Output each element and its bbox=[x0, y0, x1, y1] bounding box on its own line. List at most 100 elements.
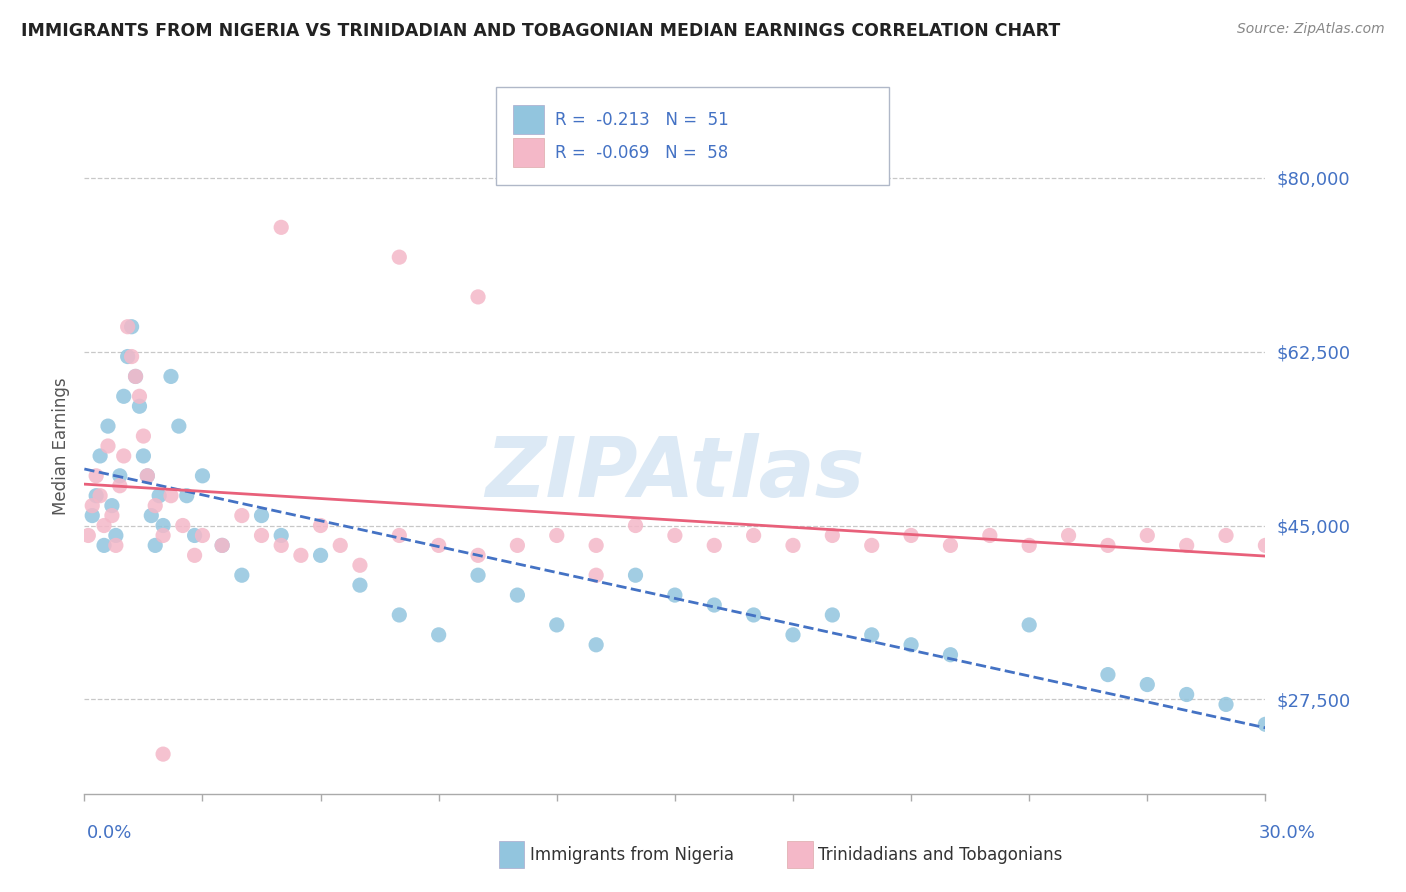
Point bbox=[128, 399, 150, 413]
Point bbox=[97, 439, 120, 453]
Point bbox=[939, 648, 962, 662]
Point bbox=[148, 489, 170, 503]
Point bbox=[108, 479, 131, 493]
Point bbox=[121, 319, 143, 334]
Point bbox=[742, 607, 765, 622]
Point bbox=[467, 549, 489, 563]
Point bbox=[782, 628, 804, 642]
Point bbox=[82, 508, 104, 523]
Point bbox=[211, 538, 233, 552]
Point bbox=[211, 538, 233, 552]
Point bbox=[1215, 698, 1237, 712]
Point bbox=[104, 538, 127, 552]
Point bbox=[101, 499, 124, 513]
Point bbox=[467, 568, 489, 582]
Point bbox=[703, 598, 725, 612]
Point bbox=[270, 220, 292, 235]
Point bbox=[624, 568, 647, 582]
Point bbox=[290, 549, 312, 563]
Point bbox=[93, 518, 115, 533]
Point bbox=[167, 419, 190, 434]
Text: 0.0%: 0.0% bbox=[87, 824, 132, 842]
Point bbox=[183, 528, 205, 542]
Point bbox=[860, 628, 883, 642]
Point bbox=[664, 588, 686, 602]
Point bbox=[506, 538, 529, 552]
Point bbox=[1175, 688, 1198, 702]
Point bbox=[152, 528, 174, 542]
Text: Immigrants from Nigeria: Immigrants from Nigeria bbox=[530, 846, 734, 863]
Point bbox=[136, 468, 159, 483]
Point bbox=[427, 628, 450, 642]
Point bbox=[742, 528, 765, 542]
Point bbox=[84, 489, 107, 503]
Point bbox=[585, 568, 607, 582]
Point bbox=[152, 747, 174, 761]
Point bbox=[191, 528, 214, 542]
Point bbox=[546, 618, 568, 632]
Point bbox=[143, 499, 166, 513]
Point bbox=[128, 389, 150, 403]
Point bbox=[89, 449, 111, 463]
Y-axis label: Median Earnings: Median Earnings bbox=[52, 377, 70, 515]
Point bbox=[84, 468, 107, 483]
Point bbox=[585, 638, 607, 652]
Point bbox=[1215, 528, 1237, 542]
Point bbox=[101, 508, 124, 523]
Point bbox=[1097, 538, 1119, 552]
Point bbox=[427, 538, 450, 552]
Point bbox=[467, 290, 489, 304]
Point bbox=[124, 369, 146, 384]
Point bbox=[270, 538, 292, 552]
Point bbox=[703, 538, 725, 552]
Point bbox=[172, 518, 194, 533]
Point bbox=[176, 489, 198, 503]
Point bbox=[112, 389, 135, 403]
Point bbox=[93, 538, 115, 552]
Point bbox=[97, 419, 120, 434]
Point bbox=[191, 468, 214, 483]
Point bbox=[117, 350, 139, 364]
Point bbox=[112, 449, 135, 463]
Point bbox=[143, 538, 166, 552]
Point bbox=[506, 588, 529, 602]
Point bbox=[349, 558, 371, 573]
Point bbox=[82, 499, 104, 513]
Point bbox=[183, 549, 205, 563]
Point bbox=[231, 568, 253, 582]
Point bbox=[900, 638, 922, 652]
Point bbox=[1018, 618, 1040, 632]
Point bbox=[250, 528, 273, 542]
Point bbox=[624, 518, 647, 533]
Point bbox=[388, 250, 411, 264]
Point bbox=[1057, 528, 1080, 542]
Point bbox=[782, 538, 804, 552]
Point bbox=[388, 607, 411, 622]
Point bbox=[664, 528, 686, 542]
Point bbox=[1254, 538, 1277, 552]
Point bbox=[546, 528, 568, 542]
Text: R =  -0.213   N =  51: R = -0.213 N = 51 bbox=[555, 111, 730, 128]
Point bbox=[860, 538, 883, 552]
Point bbox=[388, 528, 411, 542]
Point bbox=[585, 538, 607, 552]
Point bbox=[108, 468, 131, 483]
Point bbox=[124, 369, 146, 384]
Point bbox=[121, 350, 143, 364]
Point bbox=[132, 429, 155, 443]
Text: 30.0%: 30.0% bbox=[1260, 824, 1316, 842]
Point bbox=[160, 489, 183, 503]
Text: ZIPAtlas: ZIPAtlas bbox=[485, 434, 865, 515]
Point bbox=[979, 528, 1001, 542]
Point bbox=[141, 508, 163, 523]
Point bbox=[1254, 717, 1277, 731]
Point bbox=[77, 528, 100, 542]
Text: Trinidadians and Tobagonians: Trinidadians and Tobagonians bbox=[818, 846, 1063, 863]
Point bbox=[152, 518, 174, 533]
Point bbox=[939, 538, 962, 552]
Point bbox=[349, 578, 371, 592]
Point bbox=[1097, 667, 1119, 681]
Text: Source: ZipAtlas.com: Source: ZipAtlas.com bbox=[1237, 22, 1385, 37]
Point bbox=[1136, 528, 1159, 542]
Point bbox=[231, 508, 253, 523]
